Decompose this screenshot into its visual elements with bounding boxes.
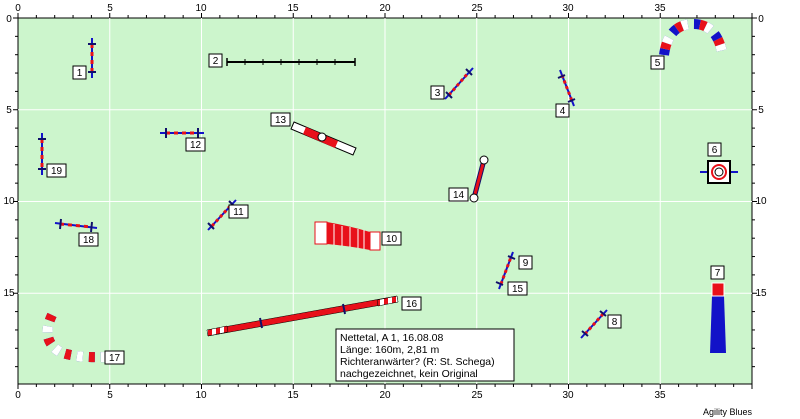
obstacle-5-label: 5 [655, 58, 661, 69]
obstacle-6-table: 6 [700, 142, 738, 184]
y-axis-left: 0 5 10 15 [3, 14, 15, 299]
y-tick-5-right: 5 [758, 105, 764, 116]
obstacle-19-jump: 19 [38, 133, 67, 178]
y-tick-15-right: 15 [755, 288, 767, 299]
obstacle-7-label: 7 [715, 268, 721, 279]
course-grid [18, 18, 752, 384]
x-tick-30: 30 [562, 3, 574, 14]
obstacle-4-label: 4 [560, 106, 566, 117]
obstacle-10-tunnel: 10 [314, 221, 402, 251]
y-tick-5: 5 [6, 105, 12, 116]
footer-credit: Agility Blues [703, 407, 753, 417]
x-tick-5: 5 [107, 3, 113, 14]
y-tick-15: 15 [3, 288, 15, 299]
obstacle-11-label: 11 [233, 207, 244, 218]
obstacle-13-seesaw: 13 [270, 112, 357, 156]
obstacle-8-label: 8 [612, 317, 618, 328]
obstacle-5-tunnel: 5 [650, 19, 727, 70]
obstacle-1-jump: 1 [72, 38, 96, 80]
obstacle-3-label: 3 [435, 88, 441, 99]
obstacle-12-jump: 12 [160, 128, 206, 152]
x-tick-25: 25 [471, 3, 483, 14]
obstacle-15-label: 15 [512, 284, 524, 295]
x-tick-10-bottom: 10 [195, 390, 207, 401]
obstacle-19-label: 19 [51, 166, 63, 177]
axis-ticks [13, 13, 757, 389]
info-line-4: nachgezeichnet, kein Original [340, 368, 478, 380]
obstacle-4-jump: 4 [555, 69, 576, 118]
obstacle-11-jump: 11 [207, 199, 249, 231]
y-tick-0: 0 [6, 14, 12, 25]
x-tick-5-bottom: 5 [107, 390, 113, 401]
obstacle-9-label: 9 [523, 258, 529, 269]
info-box: Nettetal, A 1, 16.08.08 Länge: 160m, 2,8… [335, 328, 515, 382]
y-tick-10: 10 [3, 196, 15, 207]
y-tick-10-right: 10 [755, 196, 767, 207]
info-line-3: Richteranwärter? (R: St. Schega) [340, 356, 495, 368]
obstacle-14-label: 14 [453, 190, 465, 201]
x-tick-20: 20 [379, 3, 391, 14]
obstacle-9-jump: 9 [495, 251, 533, 290]
obstacle-3-jump: 3 [430, 67, 474, 100]
obstacle-13-label: 13 [275, 115, 287, 126]
obstacle-14-tire: 14 [448, 155, 489, 203]
y-tick-0-right: 0 [758, 14, 764, 25]
obstacle-16-dogwalk: 16 [206, 295, 422, 337]
obstacle-17-tunnel: 17 [42, 312, 125, 365]
obstacle-6-label: 6 [712, 145, 718, 156]
x-tick-0: 0 [15, 3, 21, 14]
x-tick-25-bottom: 25 [471, 390, 483, 401]
obstacle-10-label: 10 [386, 234, 398, 245]
obstacle-16-label: 16 [406, 299, 418, 310]
obstacle-17-label: 17 [109, 353, 121, 364]
x-axis-bottom: 0 5 10 15 20 25 30 35 [15, 390, 666, 401]
obstacle-1-label: 1 [77, 68, 83, 79]
x-tick-35: 35 [654, 3, 666, 14]
x-tick-35-bottom: 35 [654, 390, 666, 401]
x-tick-20-bottom: 20 [379, 390, 391, 401]
x-tick-15: 15 [287, 3, 299, 14]
x-tick-10: 10 [195, 3, 207, 14]
x-tick-15-bottom: 15 [287, 390, 299, 401]
x-tick-0-bottom: 0 [15, 390, 21, 401]
info-line-2: Länge: 160m, 2,81 m [340, 344, 439, 356]
obstacle-8-jump: 8 [580, 309, 622, 339]
obstacle-18-jump: 18 [54, 218, 99, 247]
obstacle-12-label: 12 [190, 140, 202, 151]
x-tick-30-bottom: 30 [562, 390, 574, 401]
obstacle-7-aframe: 7 [710, 265, 726, 353]
obstacle-15-jump: 15 [507, 281, 528, 296]
y-axis-right: 0 5 10 15 [755, 14, 767, 299]
obstacle-2-wall: 2 [208, 53, 356, 68]
obstacle-18-label: 18 [83, 235, 95, 246]
x-axis-top: 0 5 10 15 20 25 30 35 [15, 3, 666, 14]
info-line-1: Nettetal, A 1, 16.08.08 [340, 332, 443, 344]
obstacle-2-label: 2 [213, 56, 219, 67]
